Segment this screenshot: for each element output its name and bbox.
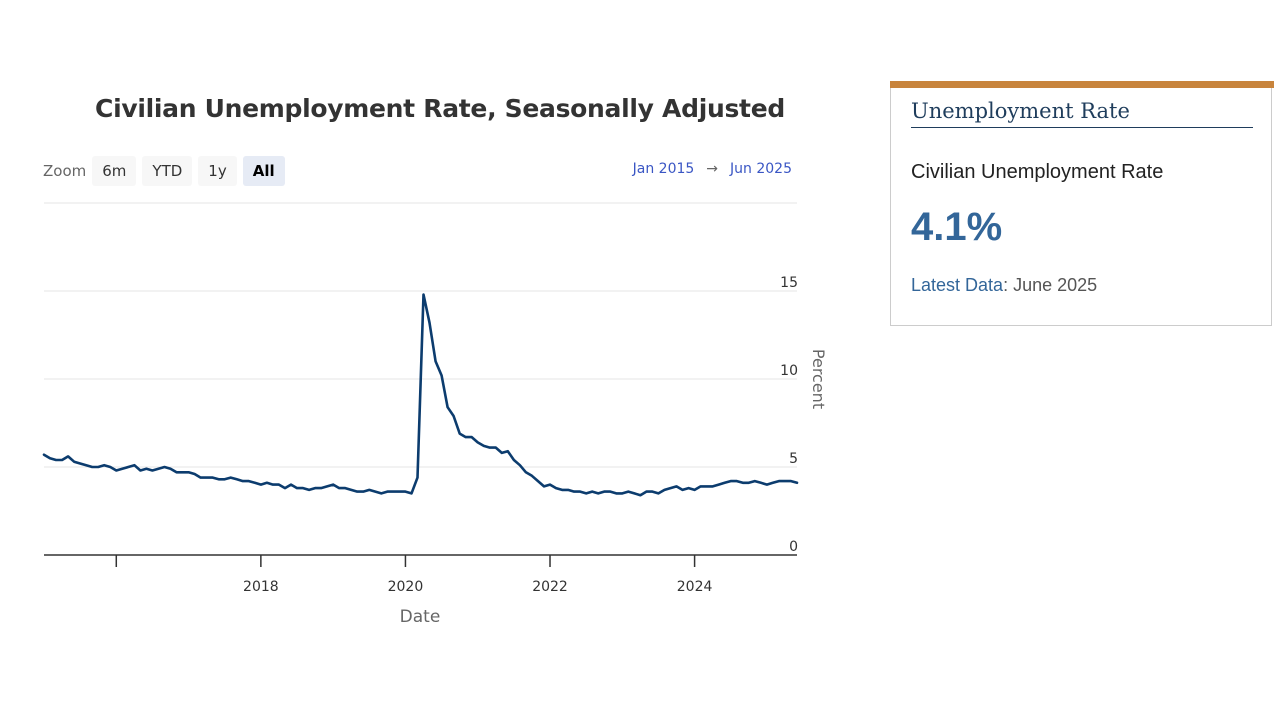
x-tick-label: 2020 — [388, 579, 424, 595]
range-arrow-icon: → — [706, 161, 719, 177]
y-tick-label: 10 — [780, 363, 798, 379]
chart-title: Civilian Unemployment Rate, Seasonally A… — [95, 94, 785, 123]
series-layer — [42, 293, 799, 497]
card-heading: Unemployment Rate — [911, 99, 1253, 128]
y-axis-labels: 0 5 10 15 — [780, 275, 798, 555]
series-line — [42, 293, 799, 497]
y-tick-label: 15 — [780, 275, 798, 291]
x-tick-label: 2024 — [677, 579, 713, 595]
summary-card: Unemployment Rate Civilian Unemployment … — [890, 81, 1274, 326]
zoom-ytd-button[interactable]: YTD — [142, 156, 193, 186]
x-axis: 2018 2020 2022 2024 — [44, 554, 797, 595]
card-latest-data: Latest Data: June 2025 — [911, 275, 1097, 296]
date-range: Jan 2015 → Jun 2025 — [633, 161, 792, 177]
zoom-6m-button[interactable]: 6m — [92, 156, 137, 186]
card-accent-bar — [890, 81, 1274, 88]
x-tick-label: 2022 — [532, 579, 568, 595]
latest-data-value: June 2025 — [1008, 275, 1098, 295]
y-axis-title: Percent — [809, 349, 828, 409]
latest-data-separator: : — [1003, 275, 1009, 295]
grid-lines — [44, 202, 797, 468]
zoom-label: Zoom — [43, 162, 87, 180]
card-value: 4.1% — [911, 205, 1003, 249]
range-end-input[interactable]: Jun 2025 — [730, 161, 792, 177]
x-axis-title: Date — [400, 607, 441, 627]
card-subtitle: Civilian Unemployment Rate — [911, 161, 1164, 183]
zoom-all-button[interactable]: All — [242, 156, 285, 186]
latest-data-link[interactable]: Latest Data — [911, 275, 1004, 295]
x-tick-label: 2018 — [243, 579, 279, 595]
zoom-1y-button[interactable]: 1y — [198, 156, 237, 186]
line-chart[interactable]: 2018 2020 2022 2024 0 5 10 15 Date Percent — [0, 0, 860, 650]
zoom-controls: Zoom 6m YTD 1y All — [43, 156, 291, 186]
y-tick-label: 0 — [789, 539, 798, 555]
range-start-input[interactable]: Jan 2015 — [632, 161, 695, 177]
y-tick-label: 5 — [789, 451, 798, 467]
